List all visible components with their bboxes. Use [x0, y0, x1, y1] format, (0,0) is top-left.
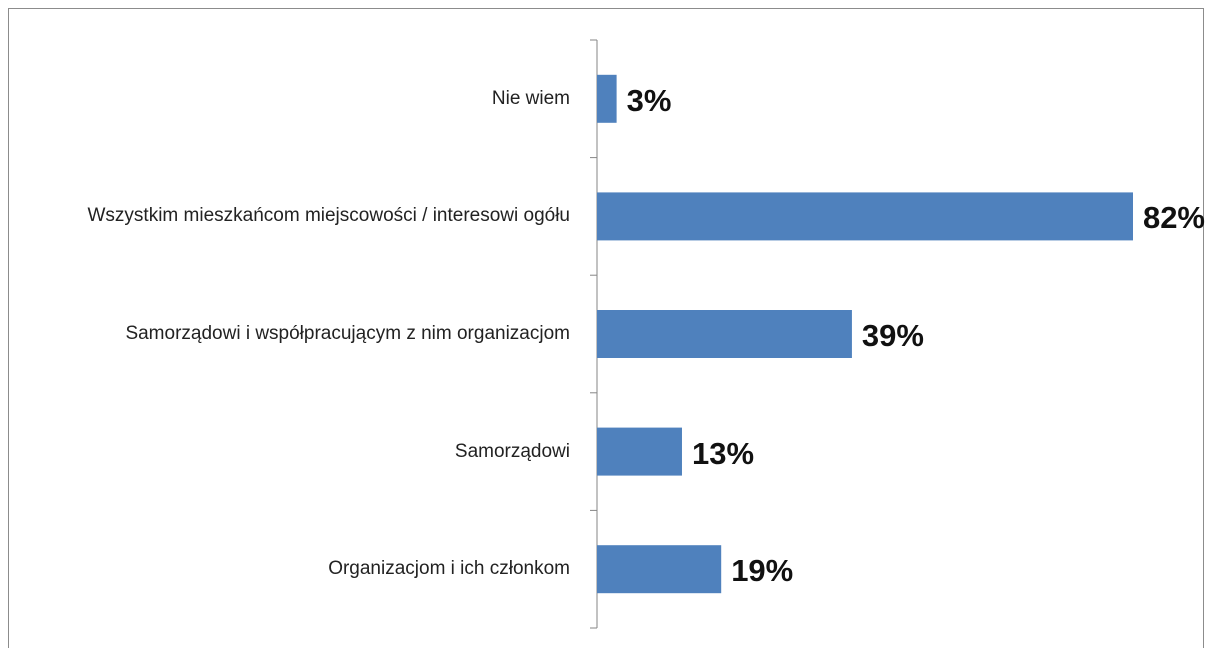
- category-label: Nie wiem: [491, 87, 570, 109]
- value-label: 39%: [861, 318, 924, 353]
- value-label: 3%: [626, 82, 672, 118]
- value-label: 19%: [731, 553, 794, 589]
- bar: [597, 545, 722, 594]
- bar: [597, 310, 852, 358]
- category-label: Organizacjom i ich członkom: [328, 558, 570, 580]
- value-label: 13%: [691, 435, 755, 471]
- category-label: Samorządowi: [454, 440, 570, 462]
- bar: [597, 427, 682, 476]
- chart-frame: [8, 8, 1204, 648]
- category-label: Wszystkim mieszkańcom miejscowości / int…: [87, 205, 570, 227]
- category-label: Samorządowi i współpracującym z nim orga…: [125, 323, 570, 344]
- bar: [597, 74, 617, 123]
- value-label: 82%: [1142, 200, 1205, 236]
- bar: [597, 192, 1133, 241]
